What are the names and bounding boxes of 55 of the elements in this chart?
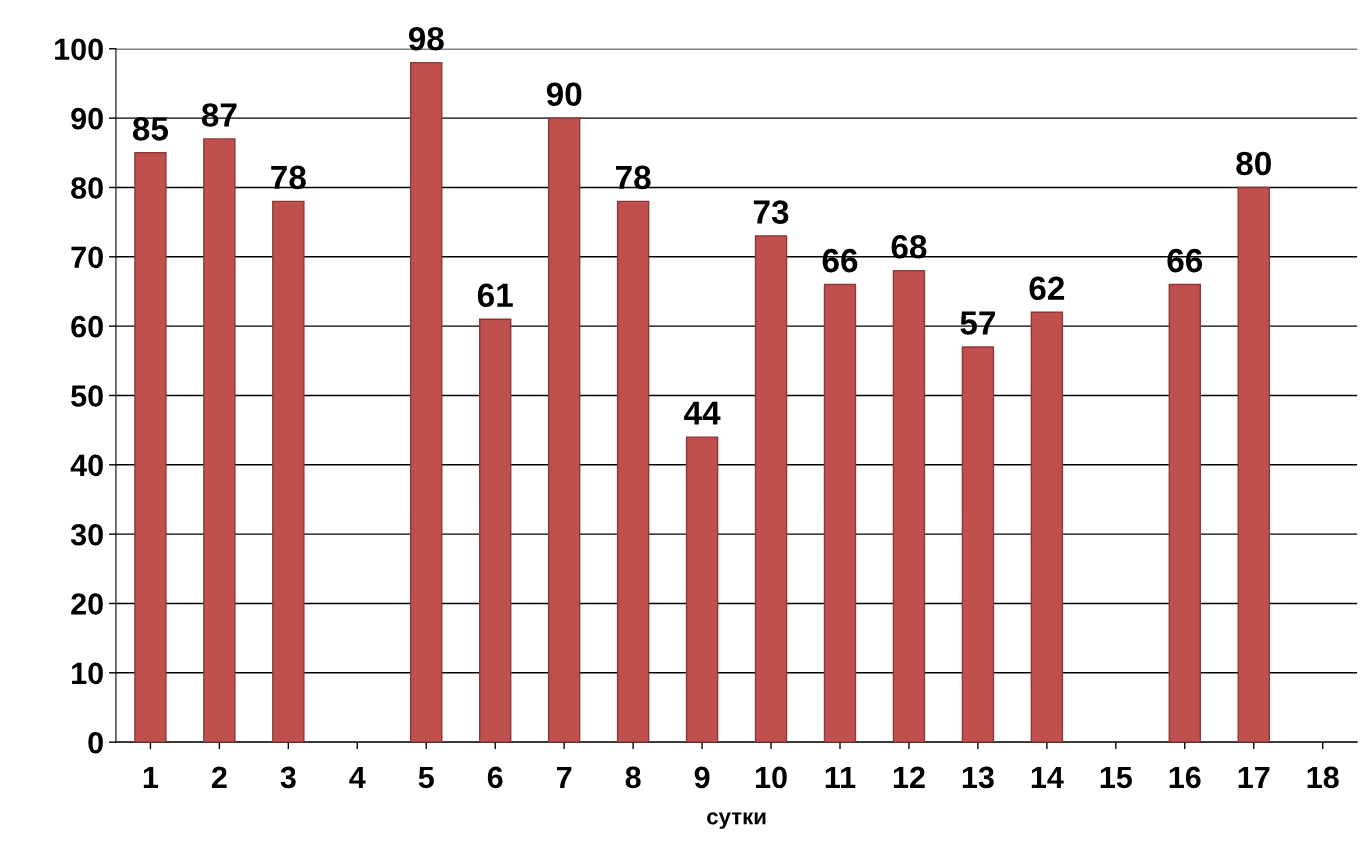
y-tick-label: 70	[71, 246, 103, 269]
x-tick-label: 6	[487, 766, 503, 789]
bar	[1237, 186, 1270, 743]
data-label: 73	[753, 200, 789, 224]
x-tick-label: 14	[1031, 766, 1064, 788]
bar	[478, 318, 512, 743]
bar	[892, 269, 926, 743]
data-label: 78	[271, 165, 306, 190]
y-tick-label: 10	[72, 662, 103, 685]
x-axis-title: сутки	[707, 812, 766, 829]
x-tick-label: 10	[755, 766, 787, 789]
bar	[685, 436, 719, 743]
bar	[1030, 311, 1064, 743]
x-tick-label: 3	[280, 766, 296, 789]
data-label: 98	[408, 26, 444, 51]
data-label: 62	[1029, 276, 1065, 301]
data-label: 85	[132, 117, 169, 141]
x-tick-label: 13	[962, 766, 994, 789]
bar	[134, 152, 167, 743]
x-tick-label: 4	[349, 766, 366, 788]
y-tick-label: 30	[70, 523, 103, 546]
x-tick-label: 8	[625, 766, 641, 789]
y-tick-label: 0	[88, 731, 103, 754]
y-tick-label: 40	[70, 454, 103, 477]
x-tick-label: 17	[1238, 766, 1270, 788]
y-tick-label: 90	[71, 107, 103, 130]
bar	[616, 200, 650, 743]
x-tick-label: 16	[1169, 766, 1201, 789]
y-tick-label: 80	[71, 177, 103, 199]
bar	[203, 138, 236, 743]
y-tick-label: 20	[71, 593, 103, 615]
bar	[823, 283, 857, 743]
data-label: 80	[1236, 151, 1271, 176]
x-tick-label: 11	[825, 766, 856, 788]
data-label: 90	[546, 82, 582, 106]
data-label: 78	[616, 165, 651, 190]
x-tick-label: 2	[211, 766, 227, 788]
data-label: 44	[684, 401, 721, 425]
bar	[410, 61, 443, 743]
x-tick-label: 18	[1307, 766, 1339, 789]
x-tick-label: 9	[694, 766, 710, 789]
x-tick-label: 12	[893, 766, 925, 788]
bar	[547, 117, 581, 743]
x-tick-label: 1	[143, 766, 159, 788]
y-tick-label: 60	[71, 315, 103, 338]
y-tick-label: 100	[55, 38, 103, 61]
y-tick-label: 50	[71, 385, 103, 407]
bar	[961, 346, 995, 743]
x-tick-label: 15	[1100, 766, 1132, 789]
x-tick-label: 7	[556, 766, 572, 788]
bar	[272, 200, 305, 743]
x-tick-label: 5	[418, 766, 434, 789]
data-label: 61	[477, 283, 513, 308]
bar	[1168, 283, 1201, 743]
bar	[754, 235, 788, 743]
